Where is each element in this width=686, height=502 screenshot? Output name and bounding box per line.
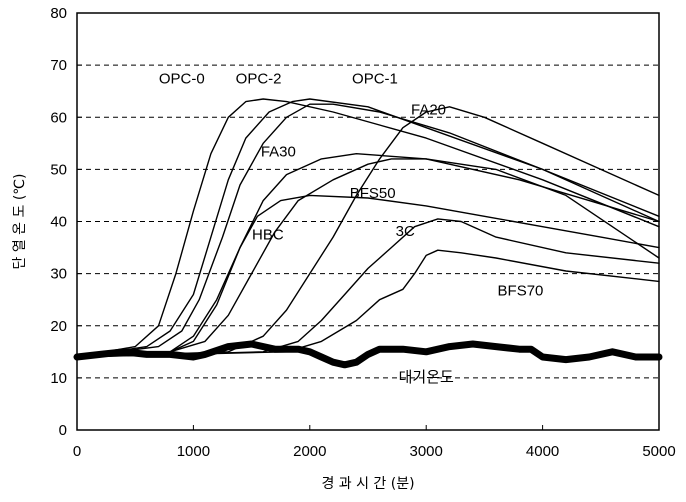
series-line-0 [76,98,660,358]
x-tick-label: 4000 [526,443,559,460]
y-tick-label: 0 [59,422,67,439]
x-tick-label: 5000 [642,443,675,460]
x-axis-label: 경 과 시 간 (분) [321,476,414,492]
y-tick-label: 60 [50,109,67,126]
y-tick-label: 40 [50,214,67,231]
series-line-7 [76,218,660,358]
series-line-9 [73,340,663,369]
y-tick-label: 20 [50,318,67,335]
series-line-4 [76,158,660,358]
series-label-8: BFS70 [498,283,544,300]
series-label-7: 3C [396,223,415,240]
series-label-3: FA20 [411,102,446,119]
series-line-1 [76,98,660,358]
x-tick-label: 0 [73,443,81,460]
y-tick-labels: 0 10 20 30 40 50 60 70 80 [50,5,67,439]
x-tick-label: 2000 [293,443,326,460]
series-label-9: 대기온도 [399,369,454,386]
y-tick-label: 50 [50,161,67,178]
series-label-2: OPC-1 [352,70,398,87]
series-label-0: OPC-0 [159,70,205,87]
y-tick-label: 30 [50,266,67,283]
y-tick-label: 70 [50,57,67,74]
series-lines [73,98,663,369]
series-label-6: BFS50 [350,185,396,202]
x-tick-labels: 0 1000 2000 3000 4000 5000 [73,443,676,460]
y-tick-label: 10 [50,370,67,387]
y-tick-label: 80 [50,5,67,22]
x-tick-label: 3000 [410,443,443,460]
x-tick-label: 1000 [177,443,210,460]
series-labels: OPC-0 OPC-2 OPC-1 FA20 FA30 HBC BFS50 3C BFS70 대기… [159,70,544,386]
series-label-4: FA30 [261,143,296,160]
series-line-8 [76,249,660,358]
y-axis-label: 단 열 온 도 (℃) [12,174,28,270]
series-line-6 [76,106,660,358]
series-line-3 [76,152,660,358]
series-label-5: HBC [252,227,284,244]
series-line-5 [76,194,660,358]
series-label-1: OPC-2 [236,70,282,87]
series-line-2 [76,103,660,358]
plot-frame [76,12,660,431]
